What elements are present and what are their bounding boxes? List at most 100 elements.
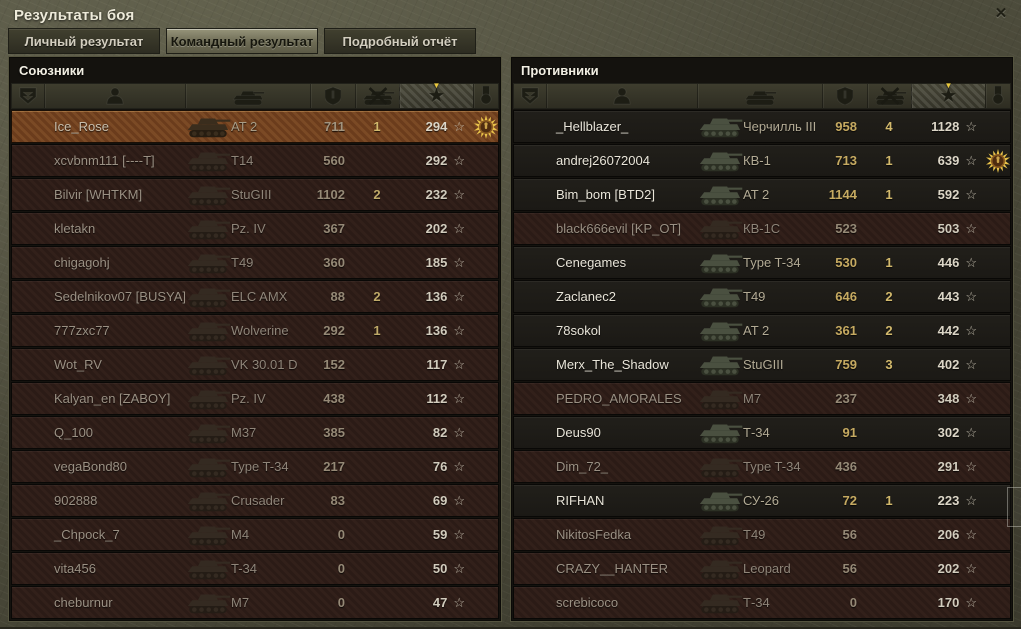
- enemies-column-header: ▼ ★: [513, 81, 1011, 109]
- damage-value: 91: [842, 425, 857, 440]
- kills-value: 2: [373, 187, 381, 202]
- medals-column-header[interactable]: [985, 84, 1010, 108]
- xp-star-icon: ☆: [965, 560, 977, 576]
- table-row[interactable]: andrej26072004 КВ-1 713 1 639 ☆: [513, 144, 1011, 177]
- player-name[interactable]: RIFHAN: [556, 493, 605, 508]
- table-row[interactable]: cheburnur M7 0 47 ☆: [11, 586, 499, 619]
- xp-value: 592: [937, 187, 960, 202]
- table-row[interactable]: Ice_Rose AT 2 711 1 294 ☆: [11, 110, 499, 143]
- xp-column-header[interactable]: ▼ ★: [399, 81, 473, 108]
- table-row[interactable]: 902888 Crusader 83 69 ☆: [11, 484, 499, 517]
- tab-detailed-report[interactable]: Подробный отчёт: [324, 28, 476, 54]
- table-row[interactable]: _Hellblazer_ Черчилль III 958 4 1128 ☆: [513, 110, 1011, 143]
- player-name[interactable]: NikitosFedka: [556, 527, 632, 542]
- table-row[interactable]: Deus90 Т-34 91 302 ☆: [513, 416, 1011, 449]
- player-name[interactable]: Bim_bom [BTD2]: [556, 187, 655, 202]
- vehicle-column-header[interactable]: [185, 84, 310, 108]
- player-name[interactable]: Cenegames: [556, 255, 627, 270]
- table-row[interactable]: 777zxc77 Wolverine 292 1 136 ☆: [11, 314, 499, 347]
- damage-column-header[interactable]: [822, 84, 867, 108]
- table-row[interactable]: Bilvir [WHTKM] StuGIII 1102 2 232 ☆: [11, 178, 499, 211]
- player-name[interactable]: Zaclanec2: [556, 289, 616, 304]
- player-name[interactable]: Bilvir [WHTKM]: [54, 187, 143, 202]
- player-name[interactable]: Merx_The_Shadow: [556, 357, 669, 372]
- player-name[interactable]: xcvbnm111 [----T]: [54, 153, 155, 168]
- table-row[interactable]: Wot_RV VK 30.01 D 152 117 ☆: [11, 348, 499, 381]
- xp-value: 302: [937, 425, 960, 440]
- allies-table: Ice_Rose AT 2 711 1 294 ☆: [11, 110, 499, 619]
- player-name[interactable]: kletakn: [54, 221, 96, 236]
- player-name[interactable]: _Hellblazer_: [556, 119, 629, 134]
- table-row[interactable]: PEDRO_AMORALES M7 237 348 ☆: [513, 382, 1011, 415]
- table-row[interactable]: 78sokol AT 2 361 2 442 ☆: [513, 314, 1011, 347]
- table-row[interactable]: _Chpock_7 M4 0 59 ☆: [11, 518, 499, 551]
- medal-cell: [473, 149, 498, 173]
- player-name[interactable]: Ice_Rose: [54, 119, 109, 134]
- player-name[interactable]: cheburnur: [54, 595, 113, 610]
- table-row[interactable]: Dim_72_ Type T-34 436 291 ☆: [513, 450, 1011, 483]
- player-column-header[interactable]: [44, 84, 185, 108]
- table-row[interactable]: NikitosFedka T49 56 206 ☆: [513, 518, 1011, 551]
- table-row[interactable]: Bim_bom [BTD2] AT 2 1144 1 592 ☆: [513, 178, 1011, 211]
- vehicle-column-header[interactable]: [697, 84, 822, 108]
- table-row[interactable]: vegaBond80 Type T-34 217 76 ☆: [11, 450, 499, 483]
- damage-value: 0: [337, 561, 345, 576]
- player-name[interactable]: andrej26072004: [556, 153, 650, 168]
- player-name[interactable]: Sedelnikov07 [BUSYA]: [54, 289, 185, 304]
- player-name[interactable]: vita456: [54, 561, 96, 576]
- close-icon[interactable]: ✕: [994, 5, 1008, 22]
- player-name[interactable]: 902888: [54, 493, 98, 508]
- table-row[interactable]: black666evil [KP_OT] КВ-1С 523 503 ☆: [513, 212, 1011, 245]
- tab-personal-result[interactable]: Личный результат: [8, 28, 160, 54]
- tab-team-result[interactable]: Командный результат: [166, 28, 318, 54]
- player-name[interactable]: black666evil [KP_OT]: [556, 221, 682, 236]
- xp-star-icon: ☆: [965, 118, 977, 134]
- medals-column-header[interactable]: [473, 84, 498, 108]
- medal-cell: [473, 421, 498, 445]
- xp-cell: 202 ☆: [399, 221, 473, 237]
- table-row[interactable]: Q_100 M37 385 82 ☆: [11, 416, 499, 449]
- vehicle-name: StuGIII: [743, 357, 784, 372]
- squad-column-header[interactable]: [12, 84, 44, 108]
- xp-column-header[interactable]: ▼ ★: [911, 81, 985, 108]
- table-row[interactable]: vita456 T-34 0 50 ☆: [11, 552, 499, 585]
- medal-cell: [985, 183, 1010, 207]
- player-name[interactable]: Q_100: [54, 425, 94, 440]
- table-row[interactable]: Sedelnikov07 [BUSYA] ELC AMX 88 2 136 ☆: [11, 280, 499, 313]
- player-name[interactable]: 777zxc77: [54, 323, 110, 338]
- player-name[interactable]: Kalyan_en [ZABOY]: [54, 391, 171, 406]
- table-row[interactable]: CRAZY__HANTER Leopard 56 202 ☆: [513, 552, 1011, 585]
- player-name[interactable]: Wot_RV: [54, 357, 102, 372]
- table-row[interactable]: Merx_The_Shadow StuGIII 759 3 402 ☆: [513, 348, 1011, 381]
- player-name[interactable]: 78sokol: [556, 323, 601, 338]
- player-column-header[interactable]: [546, 84, 697, 108]
- scrollbar-thumb[interactable]: [1007, 487, 1021, 527]
- xp-cell: 232 ☆: [399, 187, 473, 203]
- player-name[interactable]: vegaBond80: [54, 459, 128, 474]
- player-name[interactable]: Deus90: [556, 425, 601, 440]
- player-name[interactable]: PEDRO_AMORALES: [556, 391, 682, 406]
- squad-column-header[interactable]: [514, 84, 546, 108]
- player-name[interactable]: _Chpock_7: [54, 527, 120, 542]
- kills-value: 1: [885, 153, 893, 168]
- table-row[interactable]: kletakn Pz. IV 367 202 ☆: [11, 212, 499, 245]
- damage-column-header[interactable]: [310, 84, 355, 108]
- table-row[interactable]: Cenegames Type T-34 530 1 446 ☆: [513, 246, 1011, 279]
- player-name[interactable]: Dim_72_: [556, 459, 609, 474]
- player-name[interactable]: CRAZY__HANTER: [556, 561, 668, 576]
- kills-column-header[interactable]: [867, 84, 911, 108]
- medal-cell: [985, 455, 1010, 479]
- table-row[interactable]: RIFHAN СУ-26 72 1 223 ☆: [513, 484, 1011, 517]
- table-row[interactable]: screbicoco Т-34 0 170 ☆: [513, 586, 1011, 619]
- table-row[interactable]: Zaclanec2 T49 646 2 443 ☆: [513, 280, 1011, 313]
- vehicle-name: T49: [231, 255, 254, 270]
- player-name[interactable]: screbicoco: [556, 595, 619, 610]
- player-name[interactable]: chigagohj: [54, 255, 110, 270]
- table-row[interactable]: Kalyan_en [ZABOY] Pz. IV 438 112 ☆: [11, 382, 499, 415]
- damage-value: 385: [323, 425, 345, 440]
- vehicle-name: Type T-34: [743, 255, 801, 270]
- medal-cell: [985, 591, 1010, 615]
- table-row[interactable]: chigagohj T49 360 185 ☆: [11, 246, 499, 279]
- table-row[interactable]: xcvbnm111 [----T] T14 560 292 ☆: [11, 144, 499, 177]
- kills-column-header[interactable]: [355, 84, 399, 108]
